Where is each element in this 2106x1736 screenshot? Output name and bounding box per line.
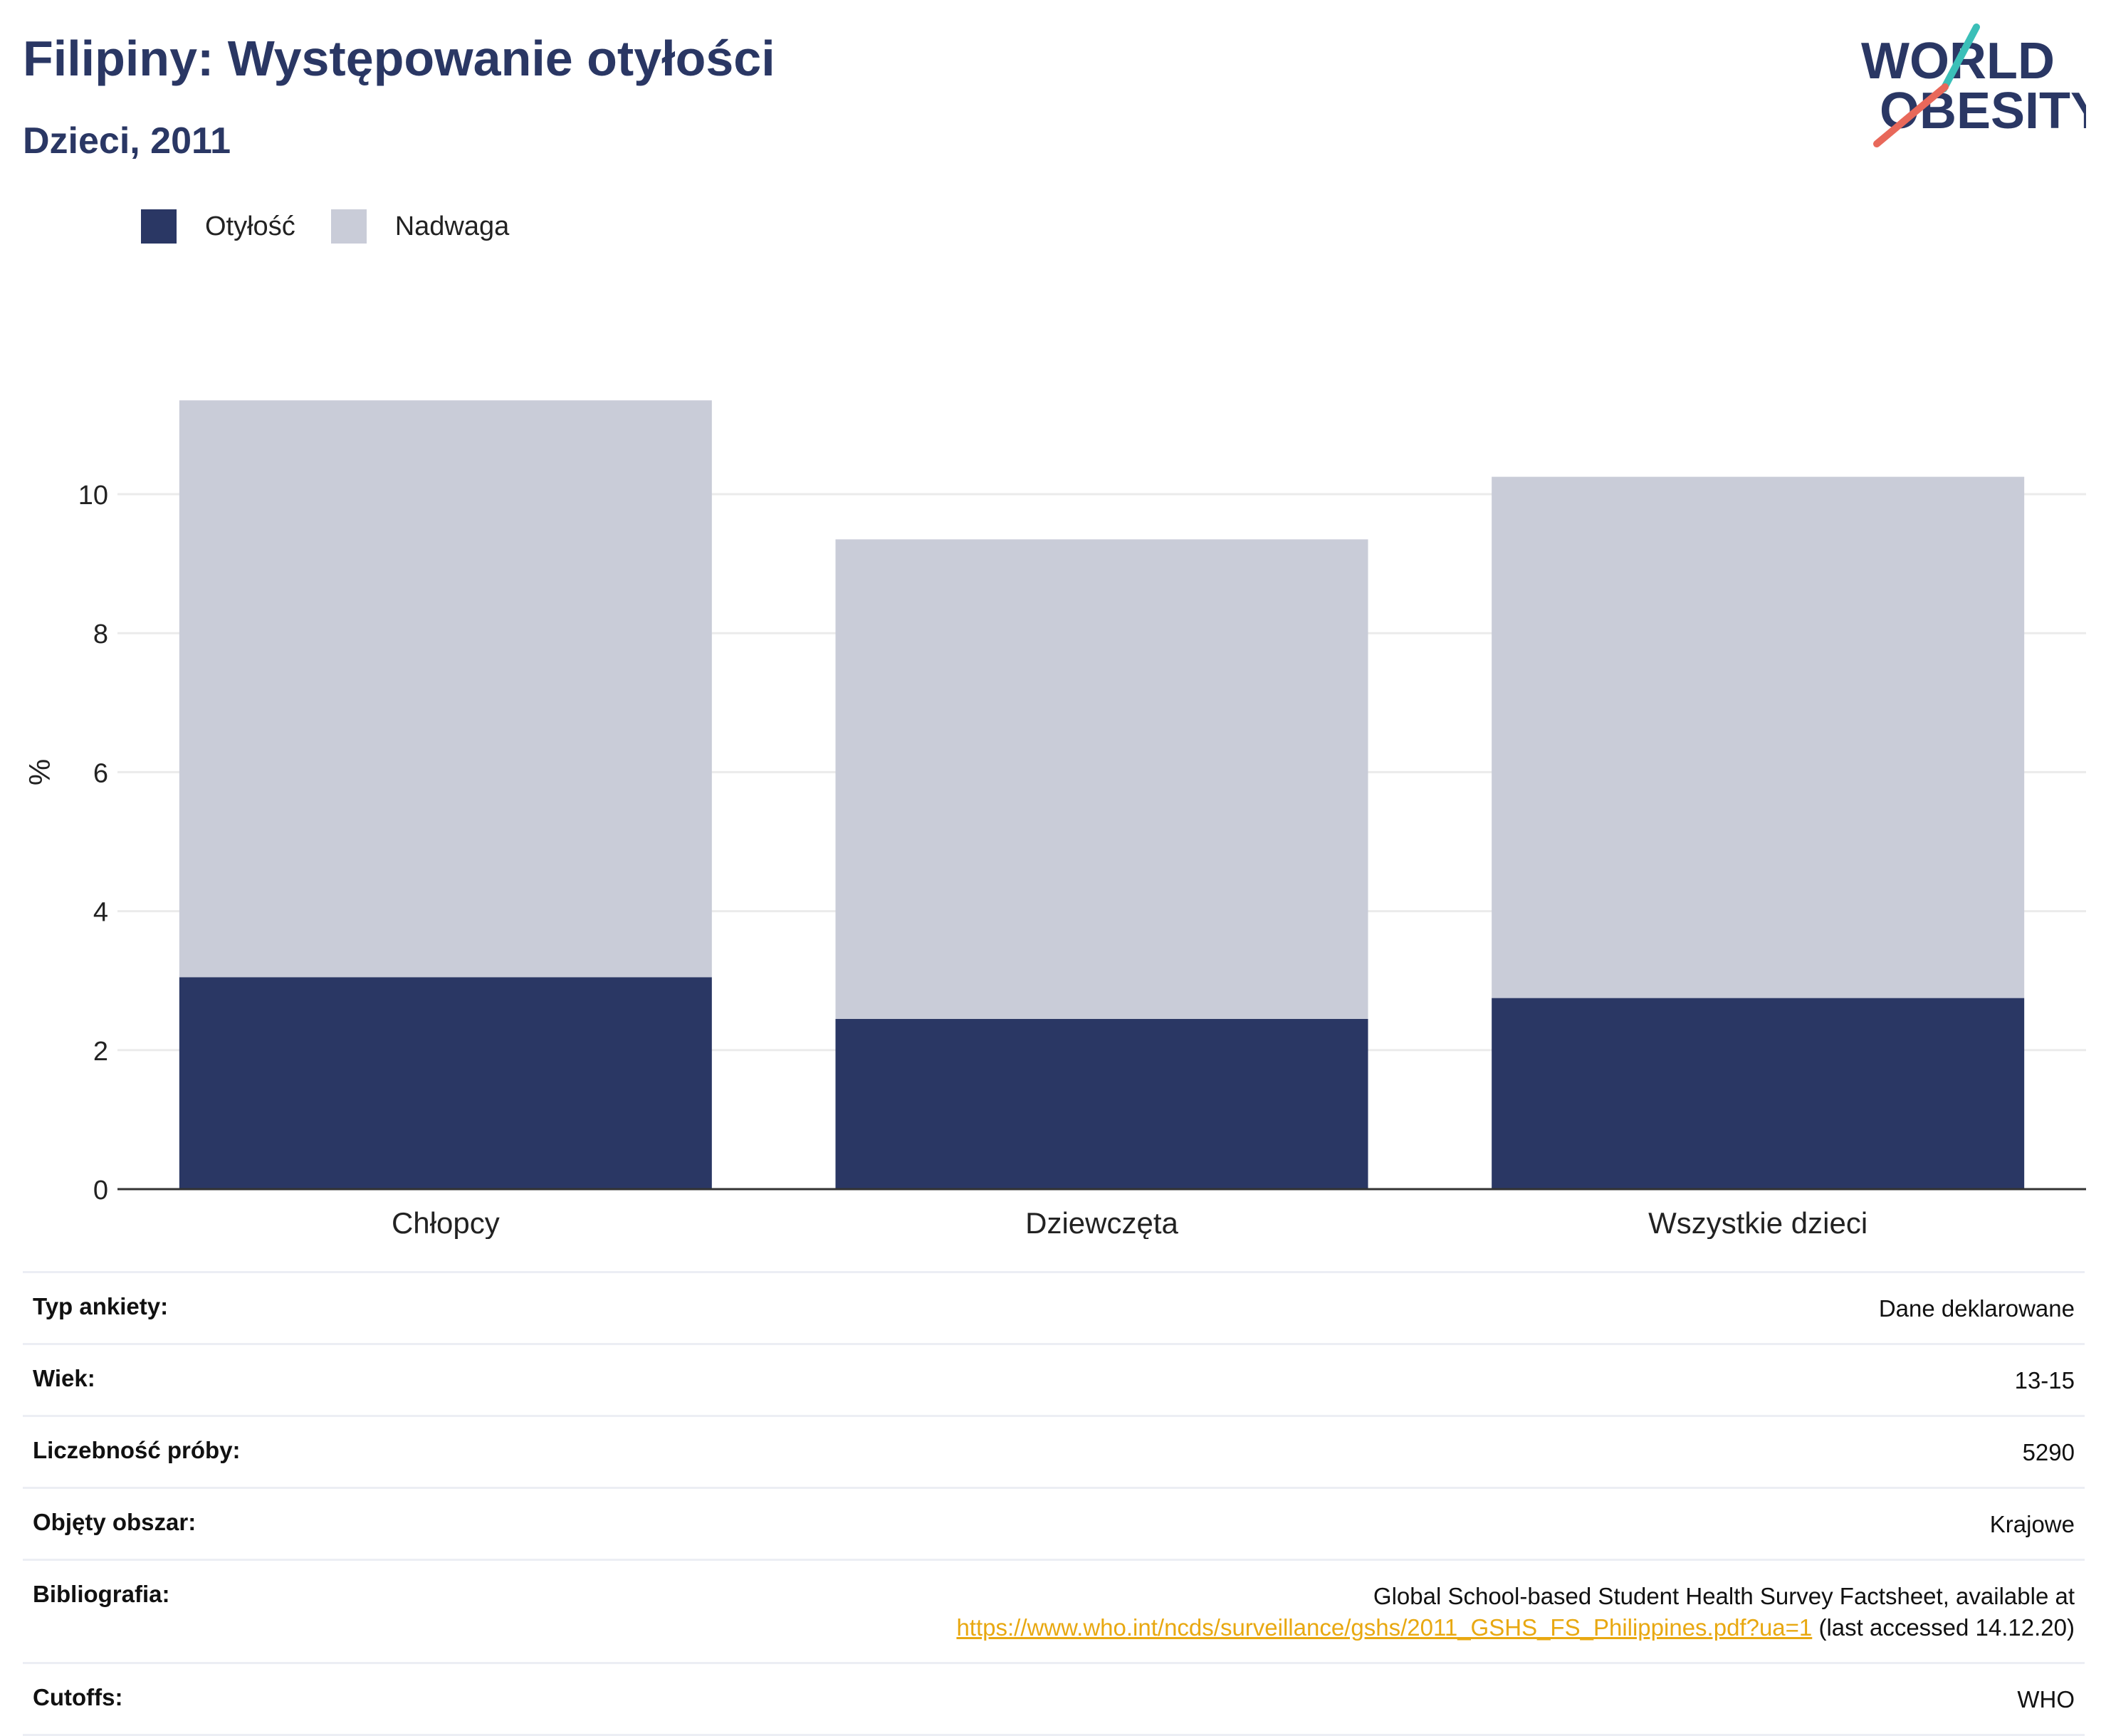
stacked-bar-chart: 0 2 4 6 8 10% Chłopcy Dziewczęta Wszystkie dziec…: [23, 400, 2086, 1239]
info-label: Bibliografia:: [33, 1581, 170, 1607]
info-label: Liczebność próby:: [33, 1437, 241, 1463]
logo-slash-coral: [1873, 83, 1949, 147]
bibliography-link[interactable]: https://www.who.int/ncds/surveillance/gs…: [956, 1614, 1813, 1641]
bibliography-suffix: (last accessed 14.12.20): [1812, 1614, 2075, 1641]
legend-swatch-overweight: [330, 209, 367, 244]
info-row-sample-size: Liczebność próby: 5290: [23, 1415, 2085, 1487]
x-tick-label: Wszystkie dzieci: [1648, 1206, 1867, 1239]
bar-overweight: [179, 400, 712, 978]
info-value: Dane deklarowane: [1878, 1295, 2075, 1322]
info-value: 5290: [2022, 1439, 2075, 1465]
info-label: Cutoffs:: [33, 1684, 123, 1710]
info-row-age: Wiek: 13-15: [23, 1343, 2085, 1415]
chart-title: Filipiny: Występowanie otyłości: [23, 31, 775, 86]
world-obesity-logo: WORLD OBESITY: [1861, 23, 2086, 147]
info-value: Krajowe: [1989, 1511, 2075, 1537]
info-row-survey-type: Typ ankiety: Dane deklarowane: [23, 1271, 2085, 1343]
chart-legend: Otyłość Nadwaga: [141, 209, 545, 244]
x-tick-label: Chłopcy: [392, 1206, 500, 1239]
y-tick-label: 4: [93, 898, 108, 928]
info-label: Wiek:: [33, 1365, 95, 1391]
legend-swatch-obesity: [141, 209, 177, 244]
info-row-cutoffs: Cutoffs: WHO: [23, 1662, 2085, 1736]
info-label: Objęty obszar:: [33, 1509, 197, 1535]
info-row-area: Objęty obszar: Krajowe: [23, 1487, 2085, 1559]
info-value: 13-15: [2014, 1367, 2075, 1393]
legend-item-overweight[interactable]: Nadwaga: [330, 209, 510, 244]
y-tick-label: 6: [93, 758, 108, 788]
bibliography-text: Global School-based Student Health Surve…: [1373, 1583, 2075, 1609]
y-tick-label: 2: [93, 1037, 108, 1067]
y-tick-label: 0: [93, 1176, 108, 1206]
legend-label-obesity: Otyłość: [205, 211, 295, 241]
bibliography-value: Global School-based Student Health Surve…: [956, 1581, 2075, 1643]
info-table: Typ ankiety: Dane deklarowane Wiek: 13-1…: [23, 1271, 2085, 1736]
legend-item-obesity[interactable]: Otyłość: [141, 209, 295, 244]
y-axis-label: %: [23, 759, 56, 785]
legend-label-overweight: Nadwaga: [394, 211, 510, 241]
info-row-bibliography: Bibliografia: Global School-based Studen…: [23, 1559, 2085, 1662]
info-value: WHO: [2017, 1686, 2075, 1713]
bar-overweight: [1492, 476, 2025, 998]
x-tick-label: Dziewczęta: [1025, 1206, 1178, 1239]
bar-obesity: [1492, 998, 2025, 1189]
bar-obesity: [835, 1018, 1368, 1189]
bar-overweight: [835, 539, 1368, 1019]
chart-subtitle: Dzieci, 2011: [23, 120, 231, 162]
y-tick-label: 10: [78, 481, 108, 511]
bar-obesity: [179, 977, 712, 1189]
logo-slash-teal: [1940, 23, 1980, 93]
info-label: Typ ankiety:: [33, 1293, 169, 1319]
y-tick-label: 8: [93, 619, 108, 649]
